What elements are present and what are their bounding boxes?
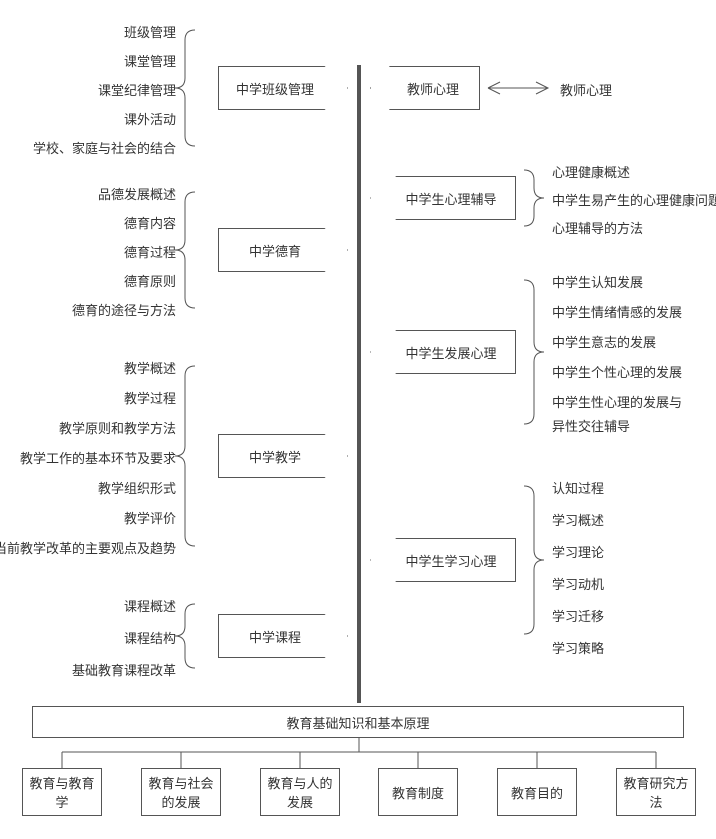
leaf: 课外活动 xyxy=(124,109,176,128)
leaf: 学习策略 xyxy=(552,638,604,657)
leaf: 学习动机 xyxy=(552,574,604,593)
node-class-mgmt: 中学班级管理 xyxy=(218,66,348,110)
label: 教育与教育学 xyxy=(29,773,95,811)
leaf: 学习理论 xyxy=(552,542,604,561)
leaf: 学习迁移 xyxy=(552,606,604,625)
base-child: 教育制度 xyxy=(378,768,458,816)
label: 教育制度 xyxy=(392,783,444,802)
leaf: 中学生个性心理的发展 xyxy=(552,362,682,381)
leaf: 认知过程 xyxy=(552,478,604,497)
base-child: 教育与社会的发展 xyxy=(141,768,221,816)
base-child: 教育研究方法 xyxy=(616,768,696,816)
leaf: 基础教育课程改革 xyxy=(72,660,176,679)
leaf: 异性交往辅导 xyxy=(552,416,630,435)
node-moral-edu: 中学德育 xyxy=(218,228,348,272)
leaf: 德育内容 xyxy=(124,213,176,232)
label: 中学生发展心理 xyxy=(405,343,496,362)
label: 中学生学习心理 xyxy=(405,551,496,570)
base-child: 教育目的 xyxy=(497,768,577,816)
label: 中学德育 xyxy=(249,241,301,260)
leaf: 心理辅导的方法 xyxy=(552,218,643,237)
node-student-counsel: 中学生心理辅导 xyxy=(370,176,516,220)
leaf: 课堂管理 xyxy=(124,51,176,70)
leaf: 学习概述 xyxy=(552,510,604,529)
leaf: 中学生情绪情感的发展 xyxy=(552,302,682,321)
label: 教育与社会的发展 xyxy=(148,773,214,811)
label: 中学班级管理 xyxy=(236,79,314,98)
leaf: 教师心理 xyxy=(560,80,612,99)
leaf: 教学概述 xyxy=(124,358,176,377)
base-child: 教育与教育学 xyxy=(22,768,102,816)
leaf: 中学生意志的发展 xyxy=(552,332,656,351)
leaf: 学校、家庭与社会的结合 xyxy=(33,138,176,157)
base-label: 教育基础知识和基本原理 xyxy=(286,713,429,732)
leaf: 德育过程 xyxy=(124,242,176,261)
label: 教育目的 xyxy=(511,783,563,802)
leaf: 课程概述 xyxy=(124,596,176,615)
leaf: 教学原则和教学方法 xyxy=(59,418,176,437)
base-box: 教育基础知识和基本原理 xyxy=(32,706,684,738)
leaf: 中学生性心理的发展与 xyxy=(552,392,682,411)
leaf: 教学评价 xyxy=(124,508,176,527)
leaf: 教学工作的基本环节及要求 xyxy=(20,448,176,467)
leaf: 教学过程 xyxy=(124,388,176,407)
leaf: 德育的途径与方法 xyxy=(72,300,176,319)
node-student-learning-psych: 中学生学习心理 xyxy=(370,538,516,582)
label: 教育与人的发展 xyxy=(267,773,333,811)
node-teacher-psych: 教师心理 xyxy=(370,66,480,110)
label: 中学课程 xyxy=(249,627,301,646)
central-spine xyxy=(357,65,361,703)
leaf: 德育原则 xyxy=(124,271,176,290)
label: 中学教学 xyxy=(249,447,301,466)
label: 教育研究方法 xyxy=(623,773,689,811)
node-student-dev-psych: 中学生发展心理 xyxy=(370,330,516,374)
label: 中学生心理辅导 xyxy=(405,189,496,208)
node-teaching: 中学教学 xyxy=(218,434,348,478)
leaf: 教学组织形式 xyxy=(98,478,176,497)
base-child: 教育与人的发展 xyxy=(260,768,340,816)
leaf: 中学生易产生的心理健康问题 xyxy=(552,190,716,209)
node-curriculum: 中学课程 xyxy=(218,614,348,658)
leaf: 班级管理 xyxy=(124,22,176,41)
leaf: 当前教学改革的主要观点及趋势 xyxy=(0,538,176,557)
leaf: 课堂纪律管理 xyxy=(98,80,176,99)
leaf: 课程结构 xyxy=(124,628,176,647)
leaf: 心理健康概述 xyxy=(552,162,630,181)
leaf: 品德发展概述 xyxy=(98,184,176,203)
leaf: 中学生认知发展 xyxy=(552,272,643,291)
label: 教师心理 xyxy=(407,79,459,98)
